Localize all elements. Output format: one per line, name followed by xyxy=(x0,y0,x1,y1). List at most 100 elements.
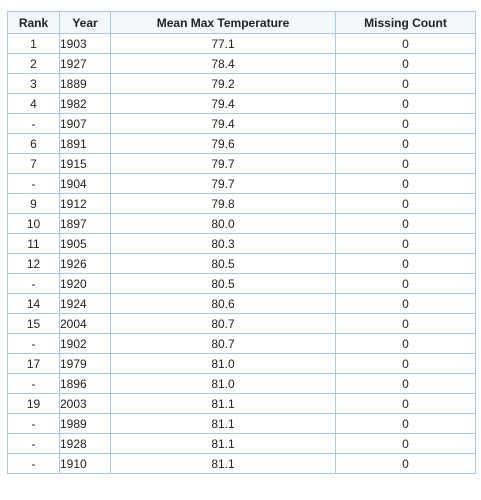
cell-rank: 9 xyxy=(7,193,60,214)
cell-year: 1920 xyxy=(59,273,111,294)
cell-year: 1989 xyxy=(59,413,111,434)
cell-missing-count: 0 xyxy=(335,353,476,374)
cell-mean-max-temperature: 79.4 xyxy=(110,113,336,134)
column-header-year[interactable]: Year xyxy=(59,11,111,34)
cell-rank: 12 xyxy=(7,253,60,274)
table-row: 3 1889 79.2 0 xyxy=(7,73,476,94)
cell-missing-count: 0 xyxy=(335,113,476,134)
cell-year: 1928 xyxy=(59,433,111,454)
cell-mean-max-temperature: 80.0 xyxy=(110,213,336,234)
cell-mean-max-temperature: 81.0 xyxy=(110,353,336,374)
cell-missing-count: 0 xyxy=(335,173,476,194)
cell-mean-max-temperature: 79.8 xyxy=(110,193,336,214)
table-header: Rank Year Mean Max Temperature Missing C… xyxy=(7,11,476,34)
cell-year: 1897 xyxy=(59,213,111,234)
table-row: -1910 81.1 0 xyxy=(7,453,476,474)
cell-missing-count: 0 xyxy=(335,213,476,234)
cell-rank: 7 xyxy=(7,153,60,174)
cell-rank: - xyxy=(7,413,60,434)
cell-mean-max-temperature: 80.5 xyxy=(110,273,336,294)
cell-mean-max-temperature: 81.1 xyxy=(110,413,336,434)
column-header-rank[interactable]: Rank xyxy=(7,11,60,34)
table-body: 1 1903 77.1 0 2 1927 78.4 0 3 1889 79.2 0 4 1982 79.4 0… xyxy=(7,33,476,474)
cell-rank: 1 xyxy=(7,33,60,54)
cell-year: 1896 xyxy=(59,373,111,394)
cell-mean-max-temperature: 80.7 xyxy=(110,333,336,354)
cell-year: 1915 xyxy=(59,153,111,174)
cell-mean-max-temperature: 81.1 xyxy=(110,393,336,414)
cell-rank: - xyxy=(7,373,60,394)
cell-year: 1979 xyxy=(59,353,111,374)
table-row: 10 1897 80.0 0 xyxy=(7,213,476,234)
cell-mean-max-temperature: 79.2 xyxy=(110,73,336,94)
cell-year: 1910 xyxy=(59,453,111,474)
cell-missing-count: 0 xyxy=(335,193,476,214)
cell-rank: 15 xyxy=(7,313,60,334)
cell-rank: 2 xyxy=(7,53,60,74)
cell-mean-max-temperature: 81.0 xyxy=(110,373,336,394)
cell-mean-max-temperature: 81.1 xyxy=(110,453,336,474)
cell-missing-count: 0 xyxy=(335,53,476,74)
table-row: -1989 81.1 0 xyxy=(7,413,476,434)
cell-year: 1902 xyxy=(59,333,111,354)
cell-missing-count: 0 xyxy=(335,293,476,314)
cell-rank: 11 xyxy=(7,233,60,254)
cell-rank: - xyxy=(7,113,60,134)
cell-missing-count: 0 xyxy=(335,453,476,474)
cell-year: 1907 xyxy=(59,113,111,134)
table-row: -1902 80.7 0 xyxy=(7,333,476,354)
cell-mean-max-temperature: 79.7 xyxy=(110,173,336,194)
cell-rank: 3 xyxy=(7,73,60,94)
cell-missing-count: 0 xyxy=(335,273,476,294)
table-row: 17 1979 81.0 0 xyxy=(7,353,476,374)
cell-missing-count: 0 xyxy=(335,313,476,334)
table-row: 9 1912 79.8 0 xyxy=(7,193,476,214)
cell-missing-count: 0 xyxy=(335,93,476,114)
cell-missing-count: 0 xyxy=(335,433,476,454)
cell-missing-count: 0 xyxy=(335,233,476,254)
cell-year: 1904 xyxy=(59,173,111,194)
table-row: -1907 79.4 0 xyxy=(7,113,476,134)
cell-mean-max-temperature: 81.1 xyxy=(110,433,336,454)
cell-rank: 6 xyxy=(7,133,60,154)
table-row: 2 1927 78.4 0 xyxy=(7,53,476,74)
cell-rank: 14 xyxy=(7,293,60,314)
cell-year: 1905 xyxy=(59,233,111,254)
header-row: Rank Year Mean Max Temperature Missing C… xyxy=(7,11,476,34)
cell-year: 1891 xyxy=(59,133,111,154)
table-row: 11 1905 80.3 0 xyxy=(7,233,476,254)
cell-year: 1912 xyxy=(59,193,111,214)
column-header-mean-max-temperature[interactable]: Mean Max Temperature xyxy=(110,11,336,34)
table-row: 1 1903 77.1 0 xyxy=(7,33,476,54)
cell-missing-count: 0 xyxy=(335,333,476,354)
table-row: 6 1891 79.6 0 xyxy=(7,133,476,154)
cell-year: 1926 xyxy=(59,253,111,274)
cell-missing-count: 0 xyxy=(335,153,476,174)
cell-missing-count: 0 xyxy=(335,133,476,154)
cell-mean-max-temperature: 80.7 xyxy=(110,313,336,334)
cell-mean-max-temperature: 79.4 xyxy=(110,93,336,114)
table-row: -1904 79.7 0 xyxy=(7,173,476,194)
table-row: 12 1926 80.5 0 xyxy=(7,253,476,274)
cell-rank: 10 xyxy=(7,213,60,234)
cell-year: 1927 xyxy=(59,53,111,74)
table-row: 4 1982 79.4 0 xyxy=(7,93,476,114)
cell-missing-count: 0 xyxy=(335,33,476,54)
cell-rank: - xyxy=(7,333,60,354)
table-row: 15 2004 80.7 0 xyxy=(7,313,476,334)
cell-rank: 17 xyxy=(7,353,60,374)
cell-missing-count: 0 xyxy=(335,393,476,414)
cell-rank: - xyxy=(7,273,60,294)
table-row: -1896 81.0 0 xyxy=(7,373,476,394)
rankings-table: Rank Year Mean Max Temperature Missing C… xyxy=(7,11,476,474)
cell-year: 1889 xyxy=(59,73,111,94)
cell-rank: - xyxy=(7,433,60,454)
cell-mean-max-temperature: 80.3 xyxy=(110,233,336,254)
cell-missing-count: 0 xyxy=(335,373,476,394)
cell-mean-max-temperature: 79.7 xyxy=(110,153,336,174)
table-row: 14 1924 80.6 0 xyxy=(7,293,476,314)
column-header-missing-count[interactable]: Missing Count xyxy=(335,11,476,34)
cell-year: 1924 xyxy=(59,293,111,314)
table-row: 7 1915 79.7 0 xyxy=(7,153,476,174)
